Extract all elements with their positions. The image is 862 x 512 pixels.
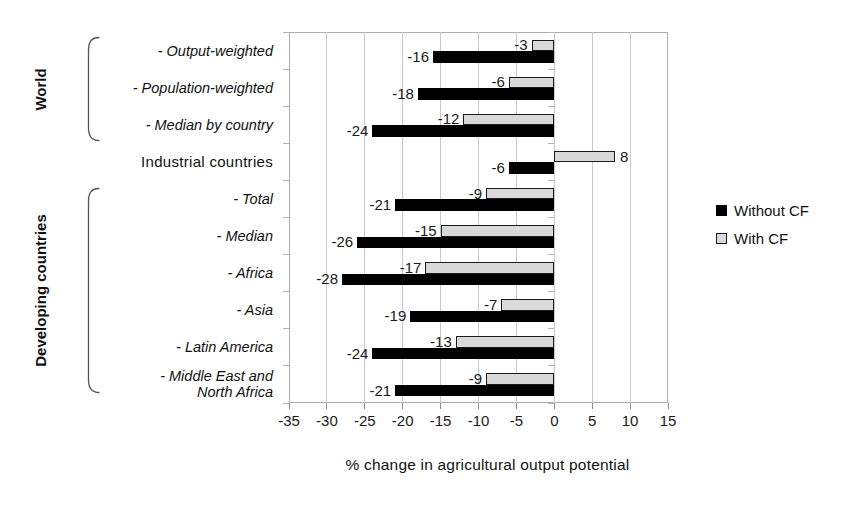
bar-with-cf xyxy=(554,151,615,163)
gridline xyxy=(592,32,593,403)
zero-axis-tick xyxy=(548,217,554,218)
category-axis-tick xyxy=(283,403,289,404)
legend-item-without-cf: Without CF xyxy=(716,202,809,219)
x-axis-tick xyxy=(440,403,441,409)
data-label-without-cf: -26 xyxy=(307,233,353,251)
bar-without-cf xyxy=(372,348,554,360)
bar-with-cf xyxy=(501,299,554,311)
data-label-without-cf: -16 xyxy=(383,48,429,66)
zero-axis-tick xyxy=(548,328,554,329)
category-axis-tick xyxy=(283,365,289,366)
x-axis-tick xyxy=(668,403,669,409)
x-axis-title: % change in agricultural output potentia… xyxy=(295,456,680,474)
category-label--population-weighted: - Population-weighted xyxy=(0,69,273,106)
bar-with-cf xyxy=(456,336,555,348)
zero-axis-tick xyxy=(548,254,554,255)
category-axis-tick xyxy=(283,291,289,292)
bar-with-cf xyxy=(425,262,554,274)
category-label--asia: - Asia xyxy=(0,292,273,329)
zero-axis-tick xyxy=(548,143,554,144)
x-axis-tick xyxy=(364,403,365,409)
category-label--total: - Total xyxy=(0,180,273,217)
data-label-without-cf: -24 xyxy=(322,122,368,140)
data-label-without-cf: -24 xyxy=(322,345,368,363)
x-tick-label: 15 xyxy=(646,412,690,429)
category-axis-tick xyxy=(283,217,289,218)
data-label-without-cf: -21 xyxy=(345,382,391,400)
zero-axis-tick xyxy=(548,291,554,292)
bar-without-cf xyxy=(433,51,554,63)
data-label-without-cf: -28 xyxy=(292,270,338,288)
x-axis-tick xyxy=(592,403,593,409)
zero-axis-tick xyxy=(548,69,554,70)
data-label-without-cf: -6 xyxy=(459,159,505,177)
zero-axis-tick xyxy=(548,32,554,33)
legend-label-with-cf: With CF xyxy=(734,230,788,247)
zero-axis-tick xyxy=(548,180,554,181)
category-label--median-by-country: - Median by country xyxy=(0,106,273,143)
bar-with-cf xyxy=(509,77,554,89)
x-axis-tick xyxy=(289,403,290,409)
data-label-with-cf: 8 xyxy=(620,148,666,166)
category-axis-tick xyxy=(283,32,289,33)
legend-swatch-with-cf xyxy=(716,233,727,244)
x-axis-tick xyxy=(402,403,403,409)
category-axis-tick xyxy=(283,180,289,181)
category-label-industrial-countries: Industrial countries xyxy=(0,143,273,180)
bar-without-cf xyxy=(342,274,554,286)
data-label-without-cf: -19 xyxy=(360,307,406,325)
legend-item-with-cf: With CF xyxy=(716,230,809,247)
gridline xyxy=(630,32,631,403)
x-axis-tick xyxy=(554,403,555,409)
bar-without-cf xyxy=(395,199,554,211)
bar-without-cf xyxy=(410,311,554,323)
zero-axis-tick xyxy=(548,403,554,404)
x-axis-tick xyxy=(326,403,327,409)
bar-chart: World Developing countries % change in a… xyxy=(0,0,862,512)
bar-with-cf xyxy=(463,114,554,126)
category-label--latin-america: - Latin America xyxy=(0,329,273,366)
category-axis-tick xyxy=(283,143,289,144)
bar-without-cf xyxy=(357,237,554,249)
bar-without-cf xyxy=(418,88,554,100)
category-label--median: - Median xyxy=(0,218,273,255)
category-axis-tick xyxy=(283,106,289,107)
x-axis-tick xyxy=(630,403,631,409)
legend: Without CF With CF xyxy=(716,202,809,247)
category-label--africa: - Africa xyxy=(0,255,273,292)
category-label--middle-east-and: - Middle East and North Africa xyxy=(0,366,273,403)
x-axis-tick xyxy=(516,403,517,409)
bar-without-cf xyxy=(509,162,554,174)
category-axis-tick xyxy=(283,328,289,329)
zero-axis-tick xyxy=(548,365,554,366)
bar-without-cf xyxy=(372,125,554,137)
bar-with-cf xyxy=(486,188,554,200)
legend-label-without-cf: Without CF xyxy=(734,202,809,219)
bar-without-cf xyxy=(395,385,554,397)
legend-swatch-without-cf xyxy=(716,205,727,216)
x-axis-tick xyxy=(478,403,479,409)
bar-with-cf xyxy=(532,40,555,52)
category-axis-tick xyxy=(283,69,289,70)
bar-with-cf xyxy=(486,373,554,385)
bar-with-cf xyxy=(441,225,555,237)
zero-axis-tick xyxy=(548,106,554,107)
data-label-without-cf: -18 xyxy=(368,85,414,103)
data-label-without-cf: -21 xyxy=(345,196,391,214)
category-label--output-weighted: - Output-weighted xyxy=(0,32,273,69)
category-axis-tick xyxy=(283,254,289,255)
